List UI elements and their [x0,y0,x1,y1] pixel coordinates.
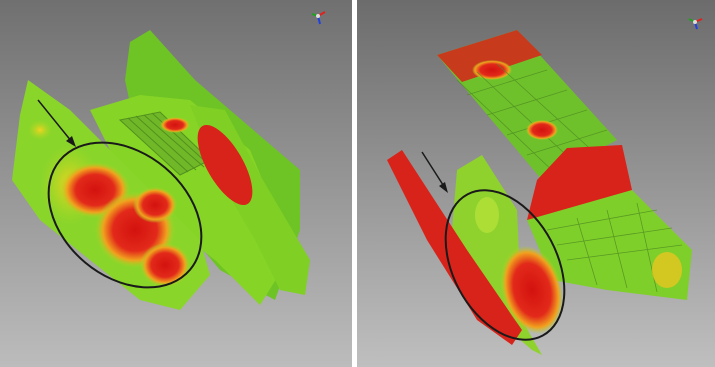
right-bottom-surface [527,190,692,300]
right-annotation-ellipse [444,189,566,341]
right-top-hot [437,30,542,82]
right-annotation-arrow [421,151,446,189]
left-panel [0,0,352,367]
right-contour-plot [357,0,715,367]
left-annotation-ellipse [47,141,203,289]
left-annotation-arrow [37,99,73,143]
right-mid-hotspot [526,120,558,140]
left-hotspot-3 [133,187,177,223]
right-wall-light [475,197,499,233]
left-warm-spot [28,120,52,140]
left-arrow-head [66,136,76,147]
axis-triad-icon [688,18,703,30]
right-top-hotspot [472,60,512,80]
left-grid-strip [118,111,211,176]
left-hotspot-strip [197,125,253,205]
right-panel [357,0,715,367]
left-hotspot-small [160,117,190,133]
right-hotspot-lower [500,245,564,335]
left-hotspot-4 [140,243,190,287]
right-left-strip [387,150,522,345]
left-contour-plot [0,0,352,367]
right-bottom-grid [546,202,683,293]
panel-divider [352,0,357,367]
axis-triad-icon [311,11,326,25]
right-arrow-head [439,182,448,193]
right-warm-edge [652,252,682,288]
